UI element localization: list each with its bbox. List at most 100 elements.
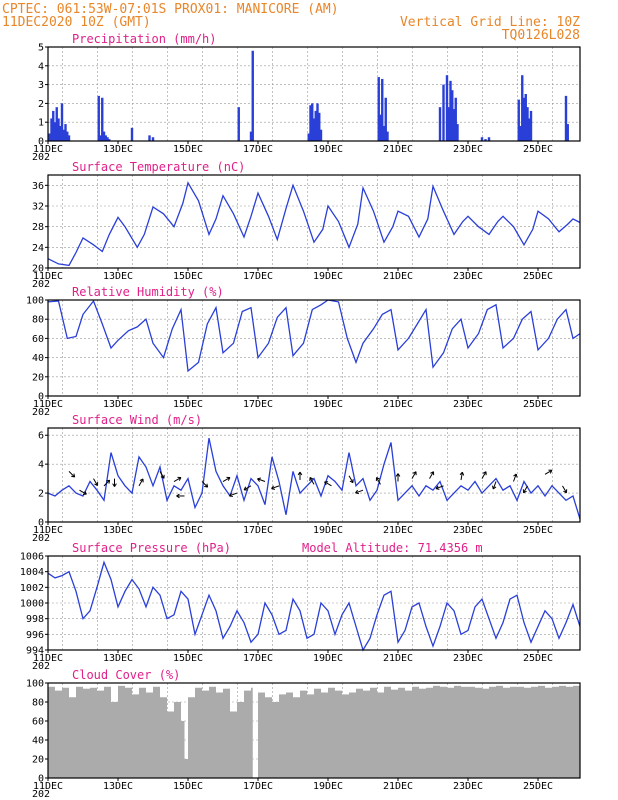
precipitation-bar bbox=[60, 103, 64, 141]
precipitation-bar bbox=[57, 118, 60, 141]
wind-arrow bbox=[435, 485, 444, 490]
x-tick-label: 13DEC bbox=[103, 399, 133, 410]
humidity-series-line bbox=[47, 299, 581, 373]
x-tick-label: 15DEC bbox=[173, 653, 203, 664]
cloud-cover-bar bbox=[300, 690, 307, 778]
x-year-label: 202 bbox=[32, 533, 50, 544]
wind-arrow-head bbox=[349, 480, 354, 484]
y-tick-label: 5 bbox=[38, 43, 44, 54]
y-tick-label: 100 bbox=[26, 296, 44, 307]
wind-arrow-head bbox=[523, 490, 527, 494]
cloud-cover-bar bbox=[468, 686, 475, 778]
cloud-cover-bar bbox=[356, 688, 363, 778]
cloud-cover-bar bbox=[398, 687, 405, 778]
x-tick-label: 23DEC bbox=[453, 144, 483, 155]
y-tick-label: 1002 bbox=[20, 583, 44, 594]
precipitation-bar bbox=[148, 135, 151, 141]
precipitation-bar bbox=[311, 103, 314, 141]
x-tick-label: 13DEC bbox=[103, 525, 133, 536]
cloud-cover-bar bbox=[279, 694, 286, 778]
panel-title: Precipitation (mm/h) bbox=[72, 32, 217, 46]
cloud-cover-bar bbox=[447, 687, 454, 778]
precipitation-bar bbox=[480, 137, 484, 141]
precipitation-bar bbox=[307, 133, 310, 141]
x-tick-label: 25DEC bbox=[523, 525, 553, 536]
y-tick-label: 0 bbox=[38, 137, 44, 148]
panel-title: Surface Temperature (nC) bbox=[72, 160, 245, 174]
x-tick-label: 19DEC bbox=[313, 781, 343, 792]
precipitation-bar bbox=[251, 50, 254, 142]
panel-wind: 0 2 4 6 11DEC 13DEC 15DEC 17DEC 19DEC 21DEC 23DEC 2… bbox=[32, 413, 581, 544]
wind-arrow bbox=[271, 485, 280, 490]
y-tick-label: 4 bbox=[38, 460, 44, 471]
precipitation-bar bbox=[249, 131, 253, 141]
axis-frame bbox=[47, 299, 581, 397]
wind-arrow-shaft bbox=[435, 485, 444, 490]
cloud-cover-bar bbox=[97, 690, 104, 778]
cloud-cover-bar bbox=[573, 685, 580, 778]
precipitation-bar bbox=[97, 95, 100, 141]
cloud-cover-bar bbox=[55, 690, 62, 778]
wind-arrow-shaft bbox=[513, 473, 517, 482]
wind-arrow-head bbox=[435, 485, 439, 489]
cloud-cover-bar bbox=[349, 692, 356, 778]
wind-arrow-head bbox=[176, 495, 180, 499]
x-tick-label: 21DEC bbox=[383, 781, 413, 792]
y-tick-label: 24 bbox=[32, 243, 44, 254]
wind-arrow-head bbox=[482, 471, 487, 474]
panel-title: Relative Humidity (%) bbox=[72, 285, 224, 299]
y-tick-label: 60 bbox=[32, 717, 44, 728]
wind-arrow bbox=[112, 478, 117, 487]
wind-arrow-head bbox=[309, 477, 314, 480]
x-tick-label: 21DEC bbox=[383, 271, 413, 282]
wind-arrow bbox=[355, 489, 364, 495]
x-year-label: 202 bbox=[32, 661, 50, 672]
precipitation-bar bbox=[102, 131, 106, 141]
y-tick-label: 0 bbox=[38, 774, 44, 785]
model-altitude-annotation: Model Altitude: 71.4356 m bbox=[302, 541, 483, 555]
cloud-cover-bar bbox=[307, 694, 314, 778]
cloud-cover-bar bbox=[188, 697, 195, 778]
wind-series-line bbox=[47, 437, 581, 520]
wind-arrow-shaft bbox=[460, 472, 463, 481]
cloud-cover-bar bbox=[272, 702, 279, 778]
y-tick-label: 80 bbox=[32, 315, 44, 326]
x-tick-label: 17DEC bbox=[243, 271, 273, 282]
cloud-cover-bar bbox=[335, 690, 342, 778]
wind-arrow-shaft bbox=[562, 485, 567, 494]
x-year-label: 202 bbox=[32, 279, 50, 290]
wind-arrow-head bbox=[229, 495, 234, 498]
panel-temperature: 20 24 28 32 36 11DEC 13DEC 15DEC 17DEC 19DEC 21DEC… bbox=[32, 160, 581, 290]
precipitation-bar bbox=[316, 103, 319, 141]
precipitation-bar bbox=[529, 110, 533, 141]
cloud-cover-bar bbox=[363, 690, 370, 778]
x-tick-label: 17DEC bbox=[243, 525, 273, 536]
y-tick-label: 40 bbox=[32, 736, 44, 747]
x-tick-label: 23DEC bbox=[453, 525, 483, 536]
precipitation-bar bbox=[449, 80, 452, 141]
y-tick-label: 20 bbox=[32, 264, 44, 275]
cloud-cover-bar bbox=[405, 690, 412, 778]
precipitation-bar bbox=[52, 110, 55, 141]
x-tick-label: 13DEC bbox=[103, 144, 133, 155]
cloud-cover-bar bbox=[552, 686, 559, 778]
y-tick-label: 40 bbox=[32, 353, 44, 364]
precipitation-bar bbox=[452, 109, 456, 141]
wind-arrow-shaft bbox=[79, 489, 87, 495]
precipitation-bar bbox=[528, 118, 531, 141]
wind-arrow-head bbox=[114, 483, 117, 487]
wind-arrow-shaft bbox=[138, 478, 144, 487]
wind-arrow-head bbox=[160, 476, 165, 479]
wind-arrow-head bbox=[355, 492, 360, 495]
y-tick-label: 80 bbox=[32, 698, 44, 709]
x-tick-label: 15DEC bbox=[173, 144, 203, 155]
x-tick-label: 23DEC bbox=[453, 271, 483, 282]
cloud-cover-bar bbox=[146, 692, 153, 778]
wind-arrow bbox=[229, 492, 238, 498]
precipitation-bar bbox=[386, 131, 389, 141]
wind-arrow bbox=[138, 478, 144, 487]
x-tick-label: 21DEC bbox=[383, 144, 413, 155]
cloud-cover-bar bbox=[377, 692, 384, 778]
wind-arrow-shaft bbox=[93, 478, 98, 486]
wind-arrow-shaft bbox=[201, 481, 209, 488]
